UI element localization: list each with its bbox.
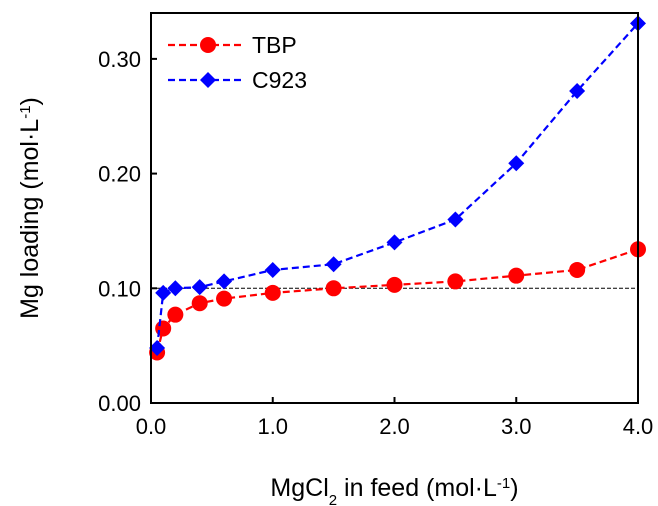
data-point-tbp: [386, 276, 403, 293]
data-point-c923: [447, 211, 464, 228]
legend-label: C923: [252, 67, 307, 93]
x-tick-label: 1.0: [257, 414, 288, 439]
legend-marker: [200, 72, 216, 88]
y-tick-label: 0.30: [98, 47, 141, 72]
data-point-tbp: [216, 290, 233, 307]
x-tick-label: 2.0: [379, 414, 410, 439]
data-point-c923: [191, 279, 208, 296]
series-tbp: [149, 241, 646, 361]
data-point-tbp: [447, 273, 464, 290]
data-point-c923: [155, 284, 172, 301]
data-point-c923: [167, 280, 184, 297]
y-tick-label: 0.20: [98, 162, 141, 187]
legend-item-c923: C923: [168, 67, 307, 93]
data-point-c923: [508, 155, 525, 172]
legend-label: TBP: [252, 32, 297, 58]
x-tick-label: 0.0: [136, 414, 167, 439]
legend-item-tbp: TBP: [168, 32, 297, 58]
series-line-tbp: [156, 248, 639, 353]
y-tick-label: 0.10: [98, 276, 141, 301]
series-c923: [149, 15, 646, 356]
plot-frame: [150, 12, 639, 404]
x-axis-title: MgCl2 in feed (mol·L-1): [270, 474, 518, 506]
data-point-c923: [216, 273, 233, 290]
legend: TBP C923: [168, 32, 307, 93]
data-point-c923: [325, 256, 342, 273]
data-point-tbp: [508, 267, 525, 284]
legend-marker: [200, 37, 216, 53]
data-point-tbp: [325, 280, 342, 297]
x-tick-label: 3.0: [501, 414, 532, 439]
data-point-tbp: [167, 306, 184, 323]
data-point-c923: [386, 234, 403, 251]
y-axis-title: Mg loading (mol·L-1): [16, 97, 44, 319]
x-tick-label: 4.0: [623, 414, 654, 439]
data-point-tbp: [264, 284, 281, 301]
data-point-c923: [264, 261, 281, 278]
data-point-c923: [569, 83, 586, 99]
data-point-tbp: [569, 261, 586, 278]
data-point-c923: [149, 339, 166, 356]
series-layer: [149, 15, 646, 361]
data-point-tbp: [191, 295, 208, 312]
axis-layer: 0.0 1.0 2.0 3.0 4.0 0.00 0.10 0.20 0.30: [98, 47, 653, 439]
y-tick-label: 0.00: [98, 391, 141, 416]
